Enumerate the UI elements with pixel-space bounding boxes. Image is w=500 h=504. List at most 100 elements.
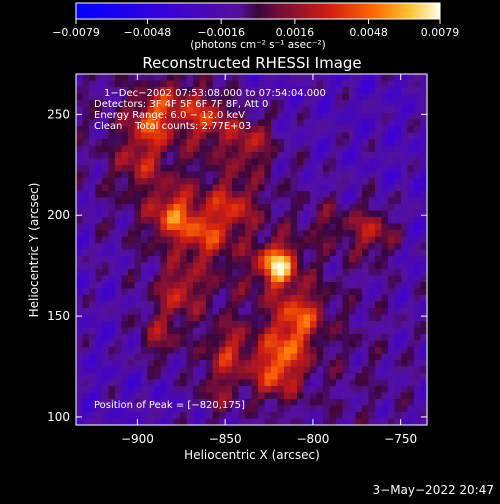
image-pixel [102,360,110,368]
image-pixel [394,418,402,426]
image-pixel [290,197,298,205]
image-pixel [336,139,344,147]
image-pixel [284,139,292,147]
image-pixel [316,249,324,257]
image-pixel [206,236,214,244]
image-pixel [284,262,292,270]
image-pixel [362,145,370,153]
image-pixel [349,139,357,147]
image-pixel [375,152,383,160]
image-pixel [303,184,311,192]
image-pixel [381,366,389,374]
image-pixel [414,178,422,186]
image-pixel [141,301,149,309]
image-pixel [160,204,168,212]
image-pixel [310,340,318,348]
image-pixel [264,210,272,218]
image-pixel [160,152,168,160]
image-pixel [212,106,220,114]
image-pixel [193,301,201,309]
image-pixel [401,210,409,218]
image-pixel [375,236,383,244]
image-pixel [128,301,136,309]
image-pixel [316,243,324,251]
image-pixel [95,197,103,205]
image-pixel [277,243,285,251]
image-pixel [381,113,389,121]
image-pixel [407,184,415,192]
image-pixel [238,126,246,134]
image-pixel [401,321,409,329]
image-pixel [342,366,350,374]
image-pixel [238,314,246,322]
image-pixel [154,145,162,153]
image-pixel [238,87,246,95]
image-pixel [128,106,136,114]
image-pixel [89,340,97,348]
image-pixel [128,145,136,153]
image-pixel [141,139,149,147]
image-pixel [128,165,136,173]
image-pixel [407,360,415,368]
image-pixel [82,126,90,134]
image-pixel [407,321,415,329]
image-pixel [316,171,324,179]
image-pixel [284,158,292,166]
image-pixel [290,230,298,238]
image-pixel [264,132,272,140]
image-pixel [381,379,389,387]
image-pixel [349,353,357,361]
image-pixel [277,282,285,290]
image-pixel [355,327,363,335]
image-pixel [310,373,318,381]
image-pixel [212,379,220,387]
image-pixel [284,230,292,238]
image-pixel [186,80,194,88]
image-pixel [108,262,116,270]
image-pixel [290,373,298,381]
image-pixel [245,126,253,134]
image-pixel [232,366,240,374]
image-pixel [219,249,227,257]
image-pixel [375,230,383,238]
image-pixel [199,366,207,374]
image-pixel [277,87,285,95]
image-pixel [420,412,428,420]
image-pixel [271,418,279,426]
image-pixel [76,386,84,394]
image-pixel [414,262,422,270]
image-pixel [310,269,318,277]
image-pixel [76,366,84,374]
image-pixel [89,243,97,251]
image-pixel [199,139,207,147]
image-pixel [271,230,279,238]
image-pixel [381,275,389,283]
image-pixel [251,412,259,420]
image-pixel [277,301,285,309]
image-pixel [420,126,428,134]
image-pixel [284,152,292,160]
image-pixel [362,275,370,283]
image-pixel [375,106,383,114]
image-pixel [108,191,116,199]
image-pixel [108,74,116,82]
image-pixel [316,210,324,218]
image-pixel [102,262,110,270]
image-pixel [381,87,389,95]
image-pixel [76,100,84,108]
image-pixel [277,178,285,186]
image-pixel [108,184,116,192]
image-pixel [251,171,259,179]
image-pixel [258,100,266,108]
image-pixel [232,126,240,134]
image-pixel [401,230,409,238]
image-pixel [414,295,422,303]
image-pixel [297,314,305,322]
image-pixel [381,412,389,420]
image-pixel [407,139,415,147]
image-pixel [420,288,428,296]
image-pixel [329,334,337,342]
image-pixel [76,288,84,296]
image-pixel [375,399,383,407]
image-pixel [303,158,311,166]
